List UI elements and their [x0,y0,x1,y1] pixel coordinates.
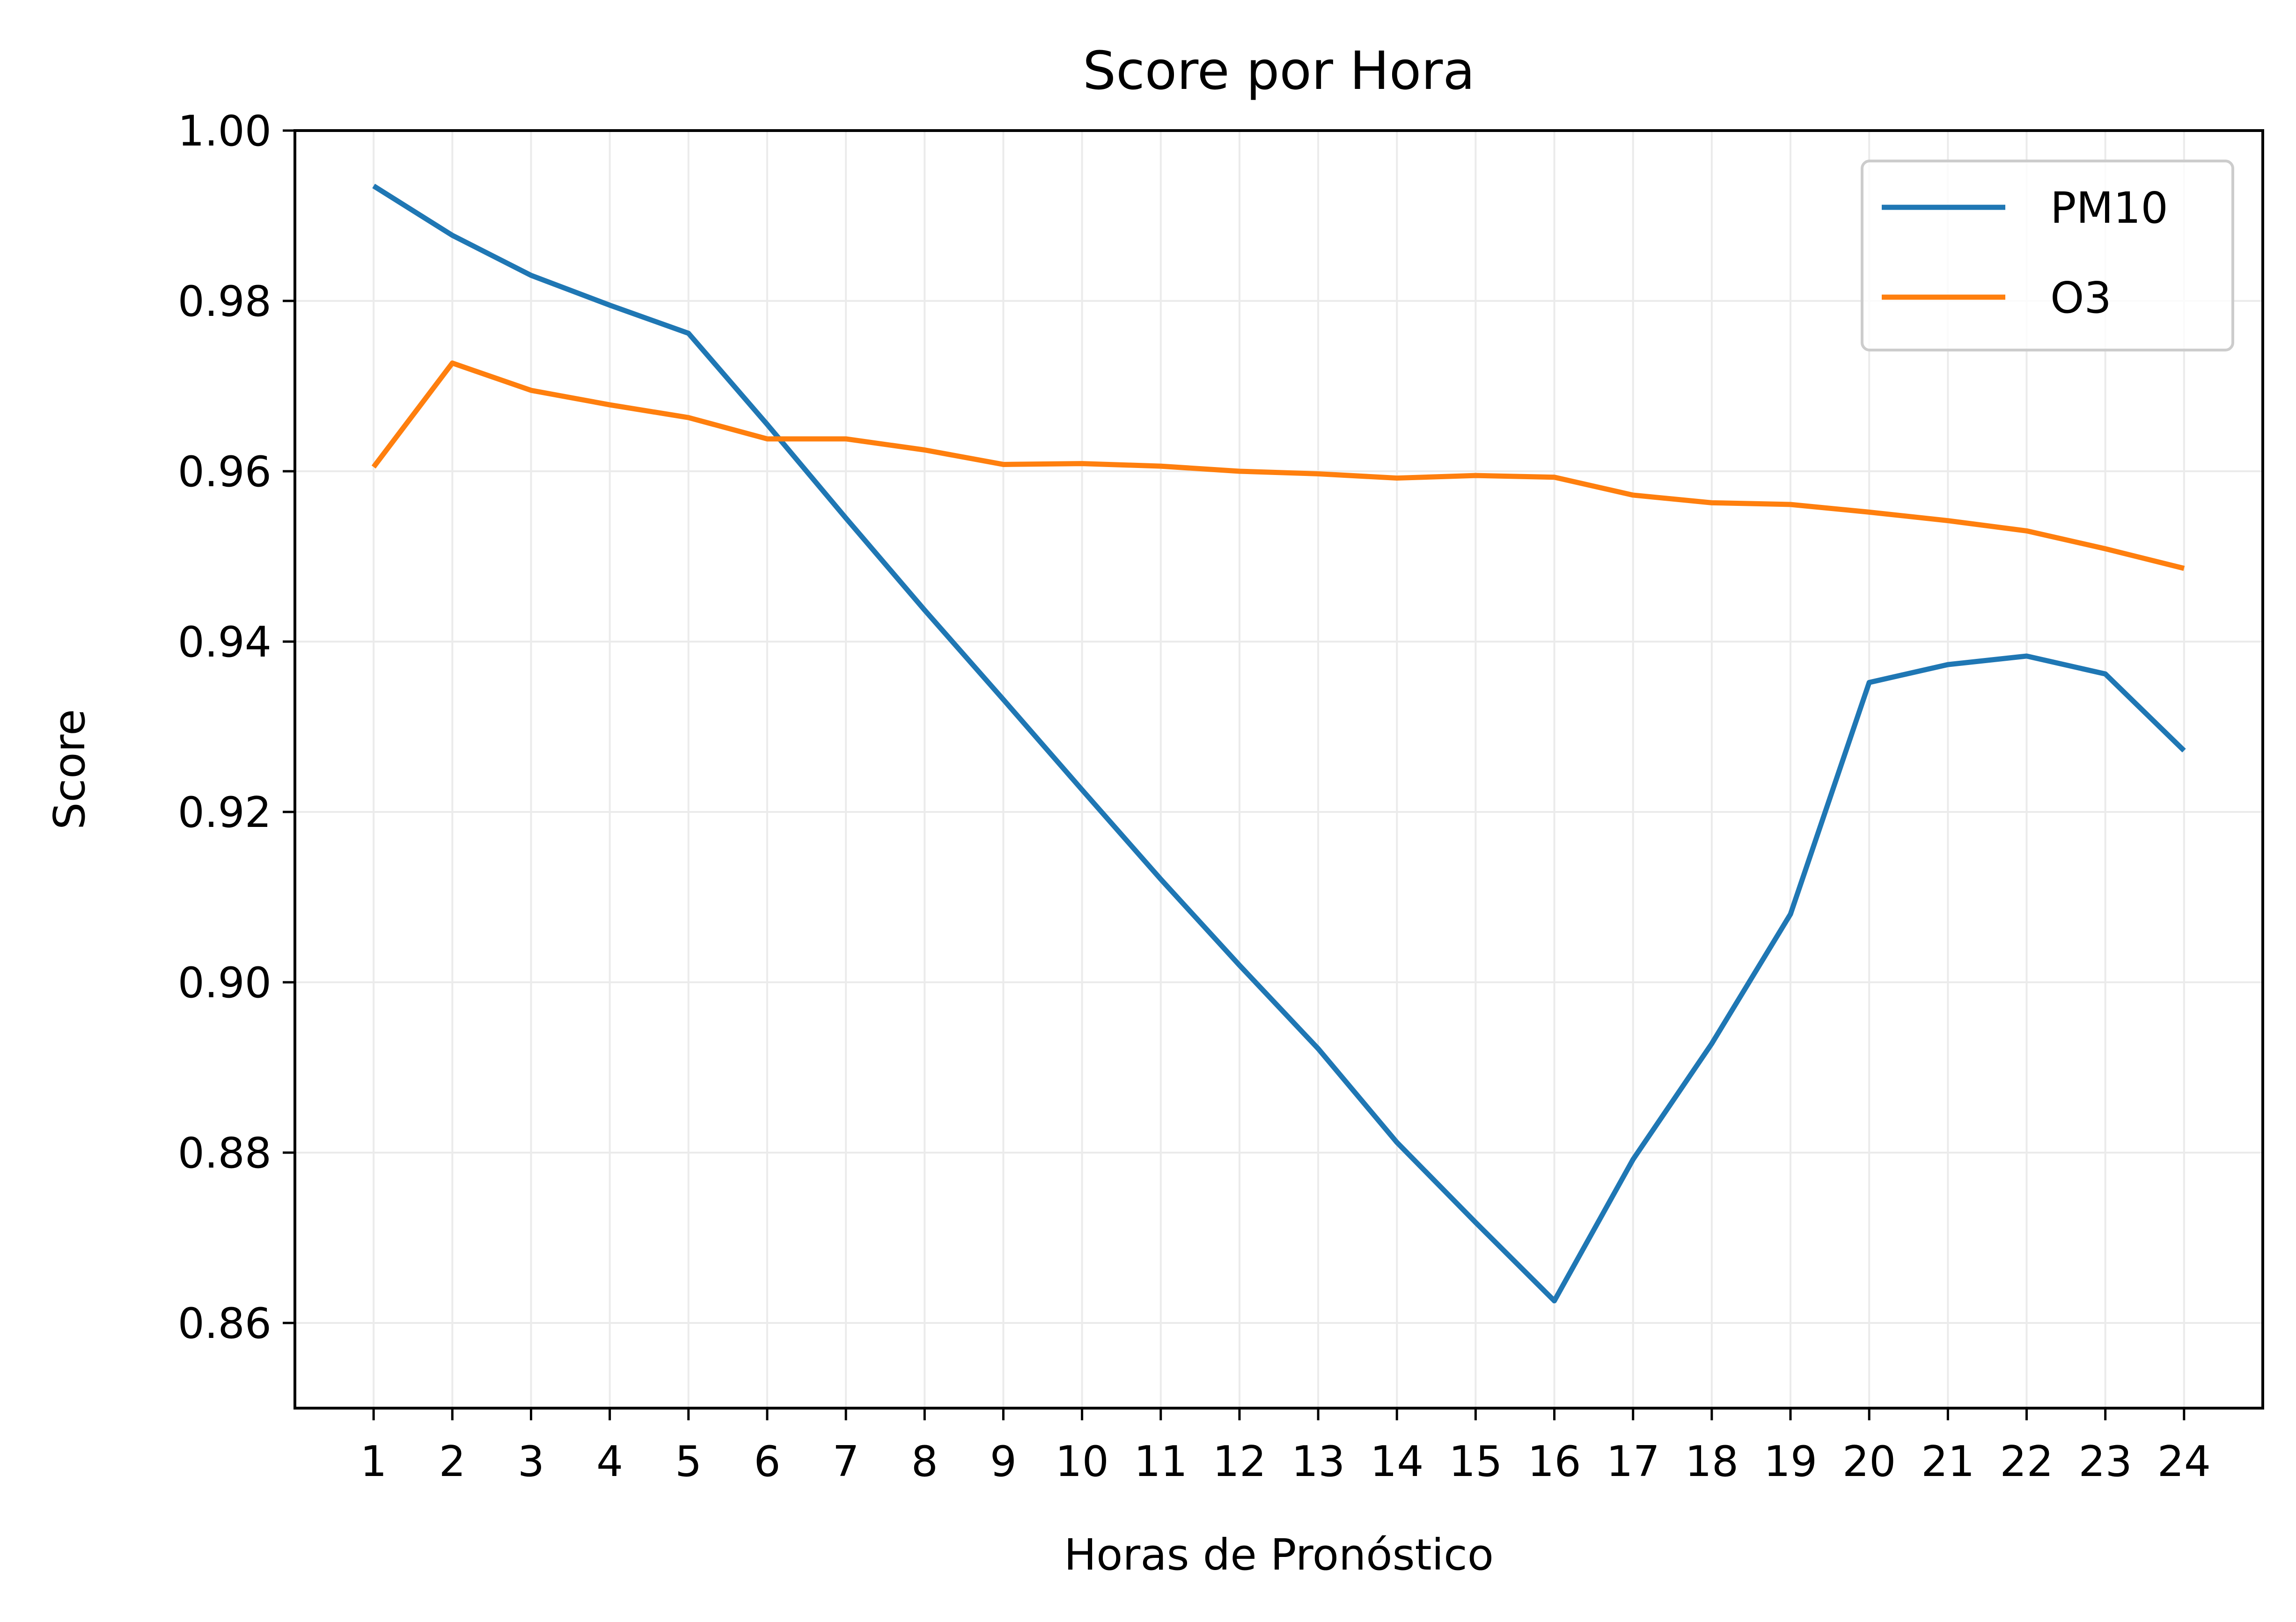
x-tick-label: 8 [911,1437,938,1486]
y-tick-label: 0.90 [178,958,271,1008]
grid-lines [295,130,2263,1408]
x-tick-label: 14 [1370,1437,1424,1486]
x-tick-label: 12 [1213,1437,1267,1486]
y-tick-label: 0.88 [178,1129,271,1178]
y-tick-label: 0.98 [178,277,271,326]
x-tick-label: 10 [1055,1437,1109,1486]
x-tick-label: 4 [596,1437,623,1486]
legend-box [1861,160,2234,351]
x-axis-title: Horas de Pronóstico [1064,1530,1494,1580]
x-tick-label: 18 [1685,1437,1739,1486]
legend-label: PM10 [2050,183,2168,233]
y-axis: 0.86 0.88 0.90 0.92 0.94 0.96 0.98 1.00 [178,107,295,1348]
series-line-o3 [371,360,2185,571]
y-tick-label: 0.96 [178,447,271,497]
y-axis-title: Score [44,709,95,830]
x-tick-label: 1 [360,1437,387,1486]
y-tick-label: 0.86 [178,1299,271,1348]
x-axis: 1 2 3 4 5 6 7 8 9 10 11 12 13 14 15 16 17 18 19 20 21 22 23 24 [360,1408,2211,1486]
x-tick-label: 21 [1921,1437,1975,1486]
chart-title: Score por Hora [1083,41,1475,102]
x-tick-label: 16 [1527,1437,1581,1486]
y-tick-label: 0.94 [178,618,271,667]
y-tick-label: 0.92 [178,788,271,837]
x-tick-label: 17 [1606,1437,1660,1486]
x-tick-label: 7 [832,1437,859,1486]
x-tick-label: 3 [518,1437,544,1486]
x-tick-label: 20 [1842,1437,1896,1486]
legend: PM10 O3 [1861,160,2234,351]
x-tick-label: 15 [1449,1437,1503,1486]
y-tick-label: 1.00 [178,107,271,156]
x-tick-label: 9 [990,1437,1017,1486]
legend-label: O3 [2050,273,2112,323]
x-tick-label: 22 [2000,1437,2054,1486]
x-tick-label: 24 [2157,1437,2211,1486]
plot-frame [293,129,2264,1410]
x-tick-label: 2 [439,1437,466,1486]
x-tick-label: 23 [2078,1437,2132,1486]
x-tick-label: 6 [754,1437,780,1486]
x-tick-label: 13 [1291,1437,1345,1486]
x-tick-label: 19 [1764,1437,1818,1486]
series-line-pm10 [372,183,2186,1304]
x-tick-label: 5 [675,1437,702,1486]
series-layer [371,183,2186,1304]
x-tick-label: 11 [1134,1437,1188,1486]
